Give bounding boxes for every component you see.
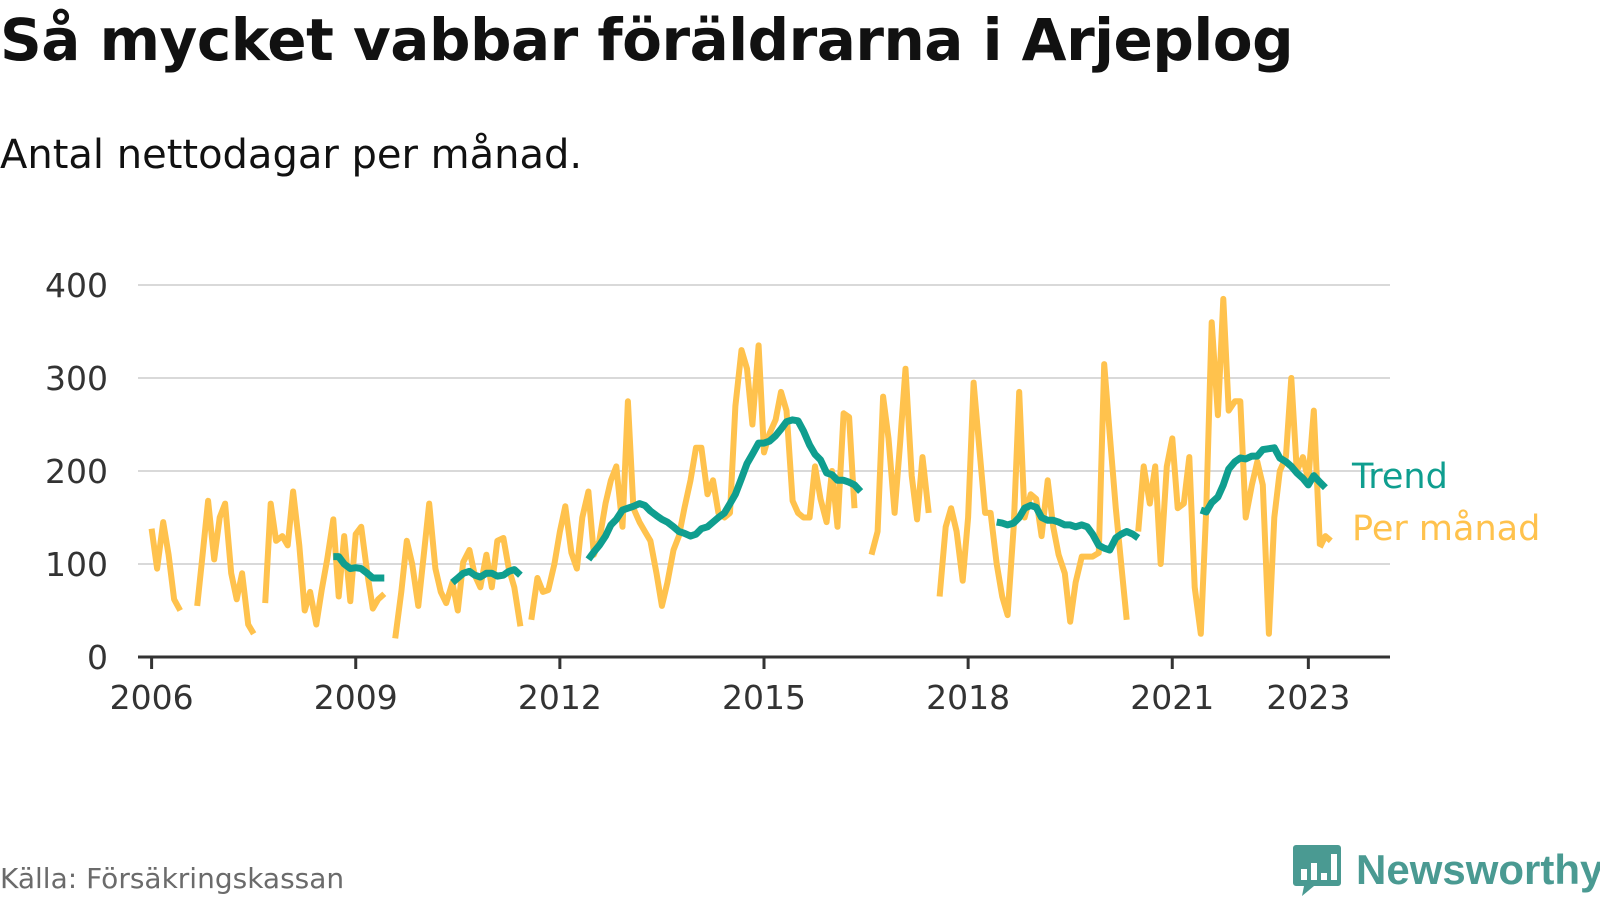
x-tick-label: 2015	[722, 678, 806, 717]
series-line-trend	[1199, 444, 1328, 516]
series-line-per-manad	[936, 361, 1130, 625]
series-line-trend	[333, 553, 385, 582]
chart-title: Så mycket vabbar föräldrarna i Arjeplog	[0, 6, 1294, 74]
y-tick-label: 400	[45, 266, 108, 305]
x-tick-label: 2006	[110, 678, 194, 717]
series-line-per-manad	[868, 365, 932, 556]
brand-logo: Newsworthy	[1292, 842, 1600, 898]
series-line-per-manad	[1317, 533, 1333, 549]
source-note: Källa: Försäkringskassan	[0, 862, 345, 895]
brand-name: Newsworthy	[1356, 846, 1600, 893]
bar-chart-bubble-icon	[1293, 845, 1341, 896]
series-line-trend	[996, 501, 1141, 554]
series-line-per-manad	[148, 519, 183, 612]
x-tick-label: 2023	[1266, 678, 1350, 717]
x-tick-label: 2012	[518, 678, 602, 717]
series-line-trend	[585, 416, 864, 562]
series-line-per-manad	[528, 342, 858, 621]
y-tick-label: 100	[45, 545, 108, 584]
y-tick-label: 300	[45, 359, 108, 398]
x-tick-label: 2018	[926, 678, 1010, 717]
series-label-trend: Trend	[1351, 457, 1448, 497]
y-tick-label: 200	[45, 452, 108, 491]
series-line-per-manad	[262, 488, 387, 628]
x-tick-label: 2009	[314, 678, 398, 717]
y-tick-label: 0	[87, 638, 108, 677]
chart-subtitle: Antal nettodagar per månad.	[0, 132, 583, 178]
series-line-per-manad	[194, 497, 257, 636]
series-label-per-manad: Per månad	[1352, 508, 1540, 549]
series-line-trend	[450, 566, 523, 586]
x-tick-label: 2021	[1130, 678, 1214, 717]
series-line-per-manad	[392, 500, 524, 639]
series-line-per-manad	[1135, 295, 1323, 637]
